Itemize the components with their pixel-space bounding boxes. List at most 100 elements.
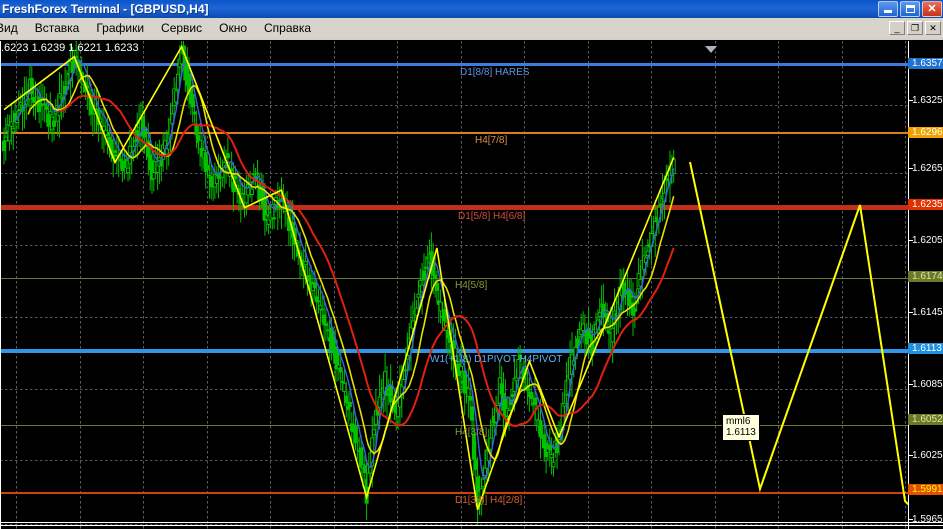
restore-icon bbox=[905, 5, 915, 13]
candlestick bbox=[383, 353, 388, 412]
price-level-label: H4[3/8] bbox=[455, 427, 488, 438]
grid-line-vertical bbox=[143, 41, 144, 529]
price-level-line[interactable] bbox=[0, 492, 908, 494]
candlestick bbox=[649, 215, 654, 266]
restore-button[interactable] bbox=[900, 1, 920, 17]
price-level-label: W1(+1/8) D1PIVOT H4PIVOT bbox=[430, 354, 563, 365]
grid-line-horizontal bbox=[0, 389, 908, 390]
plot-bottom-border2 bbox=[0, 525, 943, 526]
candlestick bbox=[214, 166, 219, 194]
grid-line-vertical bbox=[80, 41, 81, 529]
price-scale-tick-dash bbox=[909, 384, 913, 385]
price-scale-tick-dash bbox=[909, 240, 913, 241]
price-scale-tick-dash bbox=[909, 312, 913, 313]
price-level-label: H4[7/8] bbox=[475, 135, 508, 146]
price-scale-tick-dash bbox=[909, 455, 913, 456]
grid-line-horizontal bbox=[0, 524, 908, 525]
grid-line-horizontal bbox=[0, 460, 908, 461]
window-titlebar: FreshForex Terminal - [GBPUSD,H4] ✕ bbox=[0, 0, 943, 18]
candlestick bbox=[39, 80, 43, 128]
plot-left-border bbox=[0, 41, 1, 529]
candlestick bbox=[353, 417, 358, 451]
candlestick bbox=[7, 114, 12, 151]
menu-item-tools[interactable]: Сервис bbox=[161, 21, 203, 35]
grid-line-vertical bbox=[207, 41, 208, 529]
price-scale-tick-dash bbox=[909, 100, 913, 101]
menu-item-charts[interactable]: Графики bbox=[96, 21, 145, 35]
candlestick bbox=[653, 200, 658, 257]
price-level-line[interactable] bbox=[0, 132, 908, 134]
price-level-line[interactable] bbox=[0, 205, 908, 210]
candlestick bbox=[272, 207, 277, 229]
price-level-line[interactable] bbox=[0, 425, 908, 426]
menu-item-view[interactable]: Вид bbox=[0, 21, 18, 35]
candlestick bbox=[151, 159, 156, 192]
price-scale-badge: 1.6235 bbox=[908, 199, 943, 210]
grid-line-vertical bbox=[461, 41, 462, 529]
menu-item-insert[interactable]: Вставка bbox=[34, 21, 80, 35]
grid-line-horizontal bbox=[0, 105, 908, 106]
mdi-minimize-button[interactable]: _ bbox=[889, 21, 905, 35]
price-level-label: D1[5/8] H4[6/8] bbox=[458, 211, 526, 222]
price-level-line[interactable] bbox=[0, 278, 908, 279]
candlestick bbox=[155, 143, 160, 190]
candlestick bbox=[470, 391, 475, 436]
candlestick bbox=[3, 117, 8, 161]
tooltip-mml6: mml6 1.6113 bbox=[722, 414, 760, 441]
price-scale-tick: 1.6145 bbox=[912, 307, 943, 318]
candlestick bbox=[40, 84, 45, 121]
candlestick bbox=[2, 127, 6, 165]
price-level-label: D1[8/8] HARES bbox=[460, 67, 530, 78]
chart-area[interactable]: D1[8/8] HARES H4[7/8] D1[5/8] H4[6/8] H4[5/… bbox=[0, 40, 943, 529]
menu-item-window[interactable]: Окно bbox=[219, 21, 248, 35]
close-button[interactable]: ✕ bbox=[922, 1, 942, 17]
indicator-line bbox=[689, 161, 908, 506]
menu-item-help[interactable]: Справка bbox=[264, 21, 312, 35]
window-controls: ✕ bbox=[878, 1, 942, 17]
mdi-restore-button[interactable]: ❐ bbox=[907, 21, 923, 35]
mdi-close-button[interactable]: ✕ bbox=[925, 21, 941, 35]
price-scale-tick: 1.6325 bbox=[912, 95, 943, 106]
chart-plot[interactable]: D1[8/8] HARES H4[7/8] D1[5/8] H4[6/8] H4[5/… bbox=[0, 41, 908, 529]
candlestick bbox=[323, 308, 328, 342]
ohlc-readout: .6223 1.6239 1.6221 1.6233 bbox=[1, 42, 139, 54]
candlestick bbox=[618, 269, 623, 328]
price-scale-tick-dash bbox=[909, 168, 913, 169]
grid-line-vertical bbox=[524, 41, 525, 529]
chart-object-marker-icon[interactable] bbox=[705, 46, 717, 53]
price-scale-badge: 1.6296 bbox=[908, 127, 943, 138]
candlestick bbox=[551, 452, 556, 477]
price-level-label: D1[3/8] H4[2/8] bbox=[455, 495, 523, 506]
candlestick bbox=[275, 182, 280, 231]
candlestick bbox=[42, 86, 47, 123]
candlestick bbox=[547, 428, 552, 467]
candlestick bbox=[438, 289, 443, 324]
candlestick bbox=[627, 279, 632, 317]
candlestick bbox=[16, 90, 21, 130]
minimize-button[interactable] bbox=[878, 1, 898, 17]
price-scale-badge: 1.6113 bbox=[908, 343, 943, 354]
indicator-line bbox=[58, 94, 675, 428]
grid-line-vertical bbox=[397, 41, 398, 529]
candlestick bbox=[429, 232, 434, 289]
close-icon: ✕ bbox=[927, 2, 937, 15]
candlestick bbox=[225, 137, 230, 175]
price-level-label: H4[5/8] bbox=[455, 280, 488, 291]
grid-line-horizontal bbox=[0, 245, 908, 246]
price-level-line[interactable] bbox=[0, 63, 908, 66]
chart-series-canvas bbox=[2, 41, 908, 527]
grid-line-vertical bbox=[905, 41, 906, 529]
price-scale[interactable]: 1.6357 1.6325 1.6296 1.6265 1.6235 1.6205 1.61… bbox=[908, 41, 943, 529]
candlestick bbox=[671, 149, 676, 183]
tooltip-name: mml6 bbox=[726, 416, 751, 427]
price-scale-tick: 1.6085 bbox=[912, 379, 943, 390]
grid-line-vertical bbox=[334, 41, 335, 529]
price-scale-badge: 1.6357 bbox=[908, 58, 943, 69]
price-scale-tick: 1.6265 bbox=[912, 163, 943, 174]
candlestick bbox=[140, 100, 145, 152]
price-scale-badge: 1.5991 bbox=[908, 484, 943, 495]
price-scale-tick: 1.6025 bbox=[912, 450, 943, 461]
candlestick bbox=[459, 344, 463, 394]
minimize-icon bbox=[884, 10, 892, 13]
